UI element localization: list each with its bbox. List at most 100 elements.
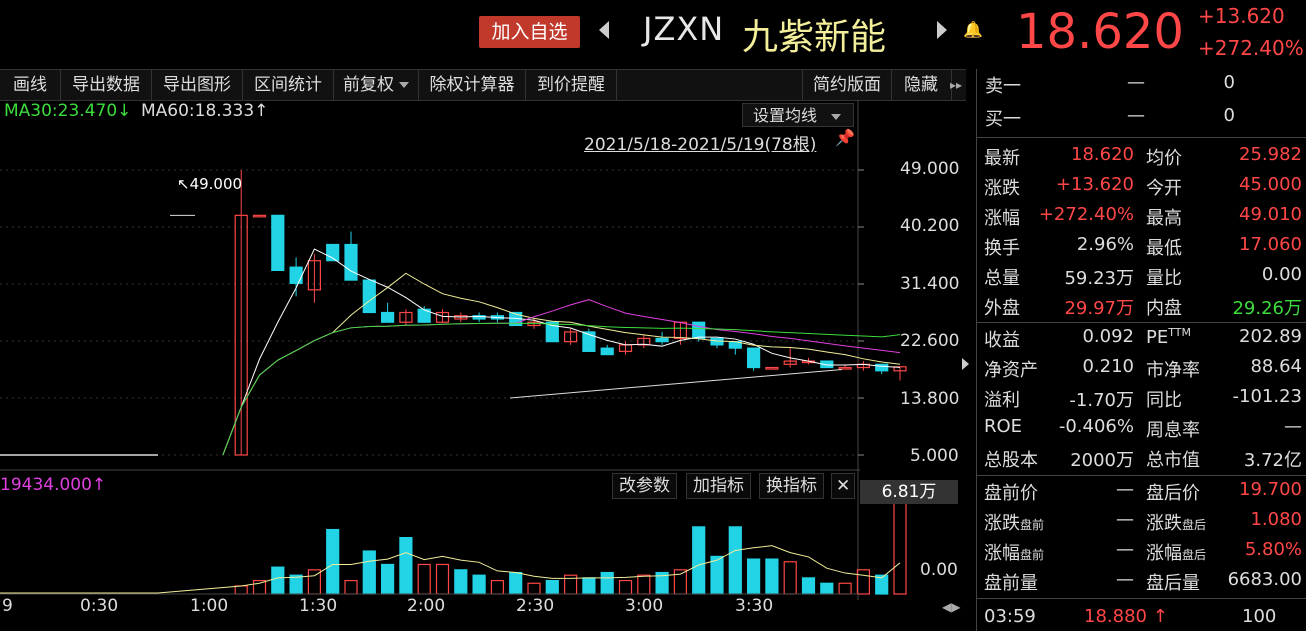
previous-stock-icon[interactable]	[599, 21, 609, 39]
pin-icon[interactable]: 📌	[835, 128, 855, 147]
toolbar-range-stats[interactable]: 区间统计	[243, 70, 334, 100]
avg-label: 均价	[1146, 148, 1182, 169]
postmarket-pct-sub: 盘后	[1182, 548, 1207, 562]
outer-label: 外盘	[984, 298, 1020, 319]
expand-panel-icon[interactable]	[962, 358, 969, 370]
stock-name: 九紫新能	[742, 17, 887, 58]
volume-ma-line	[0, 545, 901, 594]
volume-bar	[399, 537, 413, 595]
pe-label: PETTM	[1146, 326, 1191, 348]
toolbar-ex-rights-calc[interactable]: 除权计算器	[419, 70, 526, 100]
extended-hours: 盘前价 — 盘后价 19.700 涨跌盘前 — 涨跌盘后 1.080 涨幅盘前 — 涨幅盘后 5.…	[984, 479, 1304, 599]
pct-label: 涨幅	[984, 208, 1020, 229]
volume-badge: 6.81万	[860, 480, 958, 504]
bell-icon[interactable]: 🔔	[963, 20, 983, 39]
divider	[976, 598, 1306, 599]
divider	[976, 322, 1306, 323]
volume-bar	[472, 574, 486, 595]
change-value: +13.620	[1055, 174, 1134, 195]
shares-label: 总股本	[984, 450, 1038, 471]
candle-body	[582, 331, 596, 352]
premarket-change-value: —	[1116, 509, 1134, 530]
volume-bar	[820, 582, 834, 595]
shares-value: 2000万	[1070, 450, 1134, 471]
premarket-volume-label: 盘前量	[984, 573, 1038, 594]
candle-body	[783, 360, 797, 365]
volume-bar	[381, 563, 395, 595]
volume-value: 59.23万	[1064, 268, 1134, 289]
ask-row: 卖一 — 0	[985, 72, 1305, 100]
premarket-change-text: 涨跌	[984, 513, 1020, 534]
price-chart[interactable]	[0, 100, 966, 600]
candle-body	[655, 337, 669, 343]
candle-body	[820, 360, 834, 369]
next-stock-icon[interactable]	[937, 21, 947, 39]
close-icon[interactable]: ✕	[831, 473, 856, 499]
volume-bar	[344, 579, 358, 595]
candle-body	[362, 279, 376, 314]
volume-bar	[545, 579, 559, 595]
ask-label: 卖一	[985, 76, 1021, 97]
scroll-right-icon[interactable]: ◀▶	[942, 600, 961, 614]
toolbar-price-alert[interactable]: 到价提醒	[526, 70, 617, 100]
switch-indicator-button[interactable]: 换指标	[759, 473, 824, 499]
add-indicator-button[interactable]: 加指标	[686, 473, 751, 499]
profit-value: -1.70万	[1069, 390, 1134, 411]
toolbar-adjust-dropdown[interactable]: 前复权	[334, 70, 419, 100]
volume-bar	[637, 574, 651, 595]
postmarket-volume-value: 6683.00	[1227, 569, 1302, 590]
postmarket-pct-text: 涨幅	[1146, 543, 1182, 564]
nav-value: 0.210	[1082, 356, 1134, 377]
hide-panel-button[interactable]: 隐藏	[891, 70, 952, 100]
quote-stats-1: 最新 18.620 均价 25.982 涨跌 +13.620 今开 45.000 涨幅 +27…	[984, 144, 1304, 324]
eps-value: 0.092	[1082, 326, 1134, 347]
volume-bar	[417, 563, 431, 595]
premarket-sub: 盘前	[1020, 518, 1045, 532]
candle-body	[472, 315, 486, 320]
bid-volume: 0	[1223, 105, 1235, 126]
simple-layout-button[interactable]: 简约版面	[802, 70, 892, 100]
toolbar-export-data[interactable]: 导出数据	[61, 70, 152, 100]
open-value: 45.000	[1239, 174, 1302, 195]
ma-line-40	[222, 322, 901, 456]
postmarket-change-value: 1.080	[1250, 509, 1302, 530]
sub-y-axis-label: 0.00	[920, 560, 958, 580]
postmarket-sub: 盘后	[1182, 518, 1207, 532]
volume-bar	[454, 569, 468, 595]
double-arrow-right-icon[interactable]: ▸▸	[950, 78, 963, 92]
latest-value: 18.620	[1071, 144, 1134, 165]
candle-body	[234, 214, 248, 456]
x-axis-label: 1:30	[299, 596, 338, 616]
add-to-watchlist-button[interactable]: 加入自选	[479, 16, 580, 48]
divider	[976, 475, 1306, 476]
x-axis-label: 1:00	[190, 596, 229, 616]
y-axis-label: 5.000	[910, 446, 959, 466]
tick-price: 18.880 ↑	[1084, 606, 1168, 627]
set-ma-label: 设置均线	[753, 106, 818, 125]
toolbar-draw-line[interactable]: 画线	[0, 70, 61, 100]
chevron-down-icon	[399, 82, 409, 88]
set-ma-dropdown[interactable]: 设置均线	[742, 103, 854, 127]
volume-bar	[362, 550, 376, 595]
toolbar-export-image[interactable]: 导出图形	[152, 70, 243, 100]
premarket-pct-sub: 盘前	[1020, 548, 1045, 562]
bid-label: 买一	[985, 109, 1021, 130]
price-change-percent: +272.40%	[1198, 36, 1304, 60]
change-params-button[interactable]: 改参数	[612, 473, 677, 499]
volume-bar	[582, 577, 596, 595]
candle-body	[765, 366, 779, 370]
tick-row: 03:59 18.880 ↑ 100	[984, 606, 1304, 630]
yield-value: —	[1284, 416, 1302, 437]
candle-body	[600, 347, 614, 356]
premarket-volume-value: —	[1116, 569, 1134, 590]
roe-value: -0.406%	[1058, 416, 1134, 437]
chevron-down-icon	[831, 113, 842, 120]
pb-label: 市净率	[1146, 360, 1200, 381]
volume-indicator-title: 19434.000↑	[0, 475, 107, 495]
volume-bar	[856, 569, 871, 595]
ask-volume: 0	[1223, 72, 1235, 93]
date-range-link[interactable]: 2021/5/18-2021/5/19(78根)	[584, 135, 817, 155]
postmarket-price-label: 盘后价	[1146, 483, 1200, 504]
candle-body	[454, 315, 468, 320]
latest-label: 最新	[984, 148, 1020, 169]
